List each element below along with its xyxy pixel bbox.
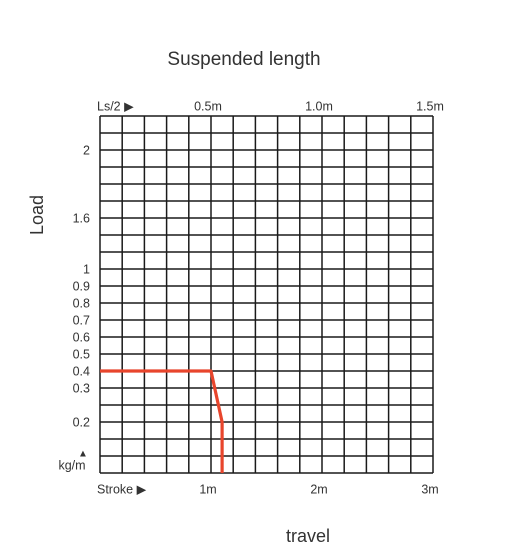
y-tick-label: 2 <box>83 143 90 157</box>
chart-title: Suspended length <box>167 49 320 70</box>
y-tick-label: 0.9 <box>73 279 90 293</box>
y-tick-label: 0.2 <box>73 415 90 429</box>
y-tick-label: 0.7 <box>73 313 90 327</box>
y-tick-label: 0.8 <box>73 296 90 310</box>
y-unit: kg/m <box>58 458 85 472</box>
x2-tick-label: 0.5m <box>194 99 222 113</box>
x-axis-label: travel <box>286 526 330 546</box>
x2-tick-label: 1.5m <box>416 99 444 113</box>
y-unit-arrow: ▲ <box>78 449 88 460</box>
data-line <box>100 369 224 473</box>
y-tick-label: 1 <box>83 262 90 276</box>
x-axis-name: Stroke ▶ <box>97 482 147 496</box>
y-tick-label: 0.4 <box>73 364 90 378</box>
y-tick-label: 0.5 <box>73 347 90 361</box>
y-tick-label: 1.6 <box>73 211 90 225</box>
x-tick-label: 3m <box>421 482 438 496</box>
x-tick-label: 2m <box>310 482 327 496</box>
y-tick-label: 0.3 <box>73 381 90 395</box>
y-axis-label: Load <box>27 195 47 235</box>
x2-tick-label: 1.0m <box>305 99 333 113</box>
x2-axis-name: Ls/2 ▶ <box>97 99 134 113</box>
y-tick-label: 0.6 <box>73 330 90 344</box>
x-tick-label: 1m <box>199 482 216 496</box>
